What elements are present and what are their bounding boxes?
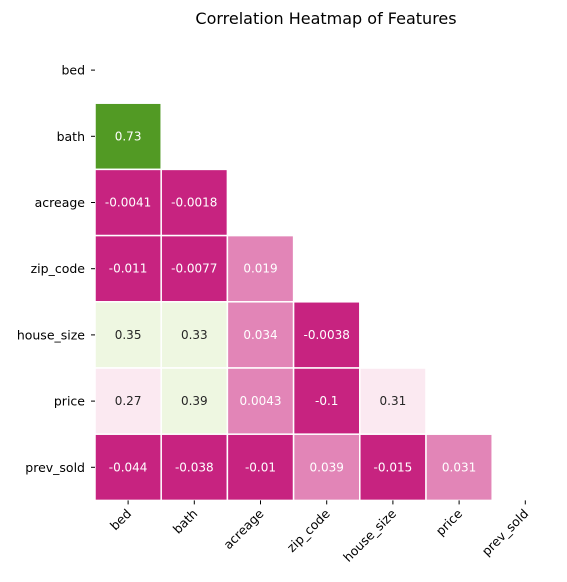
heatmap-cell-bath-bed [94,102,162,171]
y-tick-label-zip_code: zip_code [31,261,86,276]
cell-value-label: 0.27 [115,394,142,408]
x-tick-label-bath: bath [170,506,201,537]
y-tick-label-acreage: acreage [35,195,86,210]
cell-value-label: -0.0077 [171,262,217,276]
x-tick-label-bed: bed [107,506,134,533]
cell-value-label: 0.31 [380,394,407,408]
heatmap-cell-zip_code-acreage [226,234,295,303]
cell-value-label: -0.038 [175,460,214,474]
cell-value-label: 0.73 [115,129,142,143]
heatmap-cell-prev_sold-acreage [226,433,295,502]
y-tick-label-price: price [54,394,85,409]
x-tick-label-house_size: house_size [340,506,399,565]
heatmap-cell-prev_sold-house_size [359,433,427,502]
heatmap-cell-price-zip_code [292,367,361,435]
heatmap-cell-acreage-bed [94,168,162,237]
x-tick-label-acreage: acreage [220,506,266,552]
heatmap-cell-prev_sold-price [425,433,493,502]
cell-value-label: -0.044 [109,460,148,474]
cell-value-label: 0.33 [181,328,208,342]
cell-value-label: -0.015 [374,460,413,474]
cell-value-label: -0.011 [109,262,148,276]
cell-value-label: 0.39 [181,394,208,408]
x-tick-label-zip_code: zip_code [284,506,333,555]
heatmap-cell-house_size-zip_code [292,301,361,369]
cell-value-label: -0.0041 [105,196,151,210]
y-tick-label-bed: bed [61,63,85,78]
cell-value-label: -0.0018 [171,196,217,210]
cell-value-label: 0.019 [243,262,277,276]
cell-value-label: 0.35 [115,328,142,342]
cell-value-label: 0.034 [243,328,277,342]
cell-value-label: 0.039 [310,460,344,474]
heatmap-cell-house_size-bath [160,301,229,369]
heatmap-cells: 0.73 -0.0041 -0.0018 -0.011 -0.0077 0.019 0.35… [94,102,493,502]
x-tick-label-prev_sold: prev_sold [479,506,532,559]
cell-value-label: 0.0043 [240,394,282,408]
heatmap-cell-prev_sold-zip_code [292,433,361,502]
cell-value-label: -0.1 [315,394,338,408]
y-tick-label-house_size: house_size [17,327,85,342]
cell-value-label: -0.01 [245,460,276,474]
x-tick-label-price: price [433,506,466,539]
heatmap-cell-prev_sold-bath [160,433,229,502]
x-axis-ticks: bed bath acreage zip_code house_size price pre… [107,500,532,565]
y-tick-label-prev_sold: prev_sold [25,460,85,475]
y-tick-label-bath: bath [57,129,85,144]
cell-value-label: -0.0038 [304,328,350,342]
heatmap-cell-price-bath [160,367,229,435]
chart-title: Correlation Heatmap of Features [195,9,456,28]
cell-value-label: 0.031 [442,460,476,474]
